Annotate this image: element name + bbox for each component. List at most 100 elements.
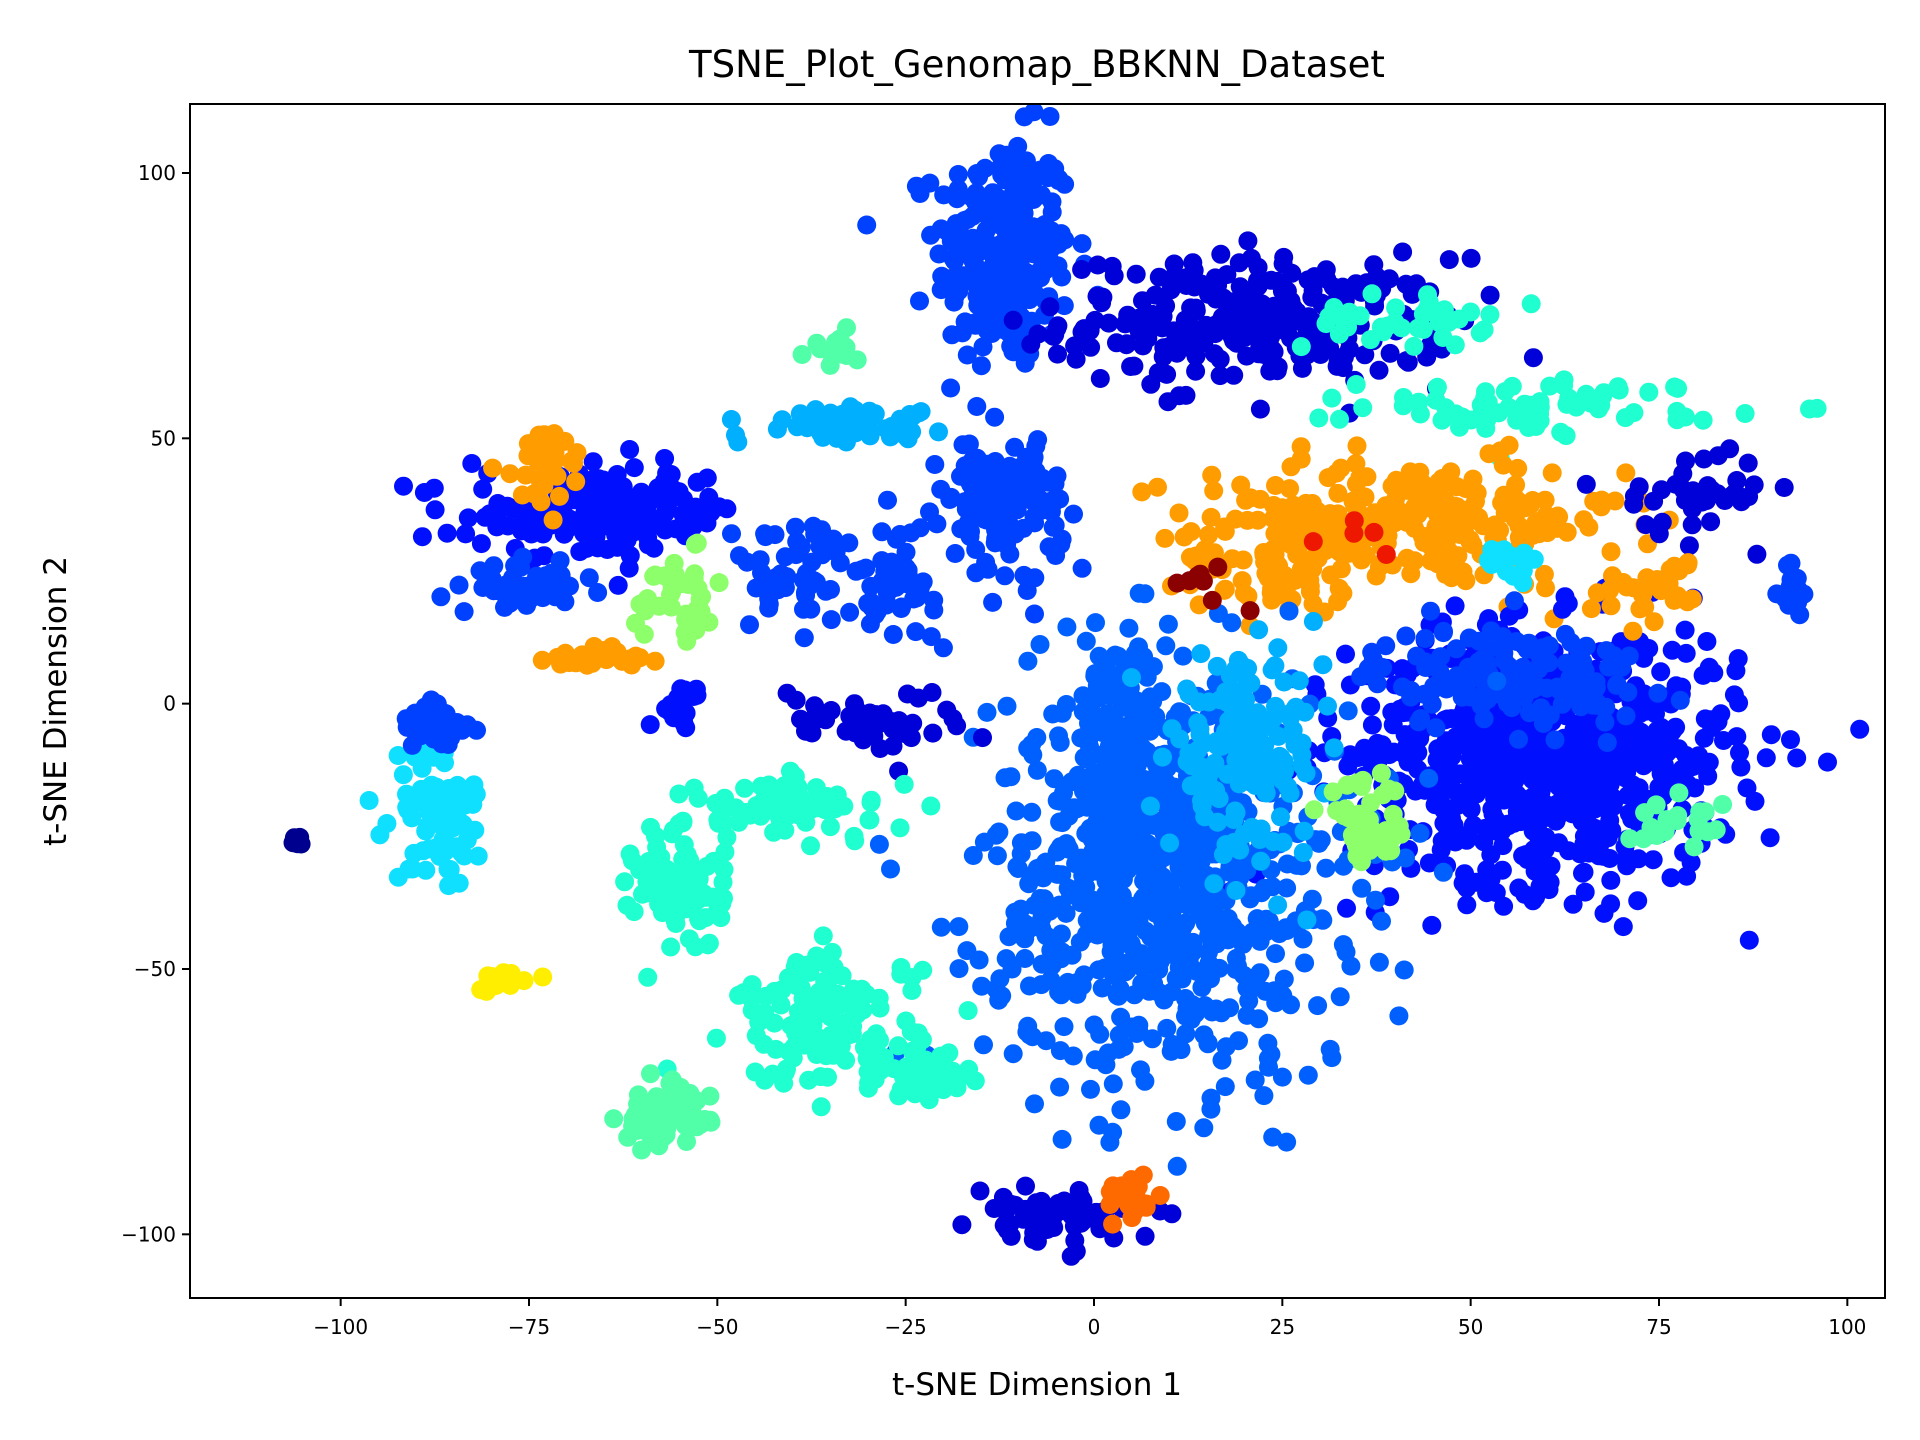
scatter-point — [1662, 722, 1682, 742]
scatter-point — [1421, 601, 1440, 621]
scatter-point — [1563, 894, 1583, 914]
scatter-point — [1134, 747, 1154, 767]
scatter-point — [1148, 477, 1167, 497]
scatter-point — [1469, 631, 1489, 651]
scatter-point — [821, 403, 840, 423]
scatter-point — [952, 1215, 972, 1235]
scatter-point — [923, 723, 943, 743]
scatter-point — [813, 926, 833, 946]
scatter-point — [666, 914, 686, 933]
scatter-point — [457, 715, 477, 735]
scatter-point — [1778, 591, 1798, 611]
scatter-point — [1586, 678, 1606, 698]
scatter-point — [1124, 940, 1144, 960]
scatter-point — [1280, 783, 1300, 803]
scatter-point — [1076, 631, 1096, 651]
scatter-point — [1101, 908, 1121, 928]
scatter-point — [1124, 985, 1144, 1005]
scatter-point — [1157, 1018, 1177, 1038]
scatter-point — [1129, 583, 1149, 603]
scatter-point — [1761, 725, 1781, 745]
scatter-point — [931, 479, 951, 499]
scatter-point — [1161, 280, 1181, 300]
scatter-point — [1787, 748, 1807, 768]
scatter-point — [1228, 310, 1248, 330]
scatter-point — [1194, 1118, 1214, 1138]
scatter-point — [802, 723, 822, 743]
scatter-point — [1150, 1186, 1170, 1205]
scatter-point — [833, 344, 853, 364]
scatter-point — [669, 482, 689, 502]
scatter-point — [1148, 884, 1168, 904]
scatter-point — [1046, 546, 1066, 565]
scatter-point — [1576, 384, 1596, 404]
scatter-point — [1413, 320, 1433, 339]
scatter-point — [827, 785, 847, 805]
scatter-point — [1204, 874, 1224, 894]
scatter-point — [513, 578, 533, 598]
scatter-point — [1530, 656, 1550, 676]
scatter-point — [1268, 638, 1288, 658]
scatter-point — [615, 872, 635, 892]
scatter-point — [1210, 366, 1230, 386]
x-axis-label: t-SNE Dimension 1 — [892, 1367, 1182, 1403]
scatter-point — [431, 587, 451, 607]
scatter-point — [890, 818, 910, 838]
scatter-point — [1428, 554, 1448, 574]
scatter-point — [1521, 294, 1541, 314]
scatter-point — [1250, 963, 1270, 983]
scatter-point — [1208, 812, 1228, 832]
scatter-point — [1706, 820, 1726, 840]
scatter-point — [1737, 778, 1757, 798]
scatter-point — [638, 967, 658, 987]
scatter-point — [464, 775, 484, 795]
scatter-point — [1589, 846, 1609, 866]
scatter-point — [1250, 489, 1270, 509]
scatter-point — [1164, 254, 1184, 274]
scatter-point — [1735, 404, 1755, 423]
scatter-point — [908, 688, 928, 708]
scatter-point — [890, 525, 910, 544]
scatter-point — [1446, 548, 1466, 568]
scatter-point — [1634, 648, 1654, 668]
scatter-point — [1373, 785, 1393, 805]
scatter-point — [1282, 263, 1302, 283]
scatter-point — [806, 1041, 826, 1061]
scatter-point — [1452, 677, 1472, 697]
scatter-point — [1597, 765, 1617, 784]
scatter-point — [550, 551, 570, 571]
scatter-point — [902, 422, 922, 442]
scatter-point — [1032, 217, 1052, 236]
scatter-point — [1364, 522, 1384, 542]
scatter-point — [399, 859, 419, 879]
scatter-point — [1474, 320, 1494, 340]
scatter-point — [1143, 657, 1163, 677]
scatter-point — [750, 550, 770, 570]
scatter-point — [912, 1030, 932, 1050]
scatter-point — [679, 929, 699, 949]
scatter-point — [419, 839, 439, 859]
scatter-point — [1613, 917, 1633, 937]
scatter-point — [1222, 613, 1242, 633]
scatter-point — [1372, 911, 1391, 931]
scatter-point — [1128, 1177, 1148, 1197]
scatter-point — [1396, 626, 1416, 646]
scatter-point — [1292, 756, 1312, 775]
scatter-point — [1109, 1025, 1129, 1045]
scatter-point — [1043, 517, 1063, 537]
scatter-point — [1376, 545, 1396, 564]
scatter-point — [1063, 1046, 1083, 1066]
scatter-point — [1614, 755, 1633, 775]
scatter-point — [1062, 772, 1082, 792]
scatter-point — [858, 1078, 878, 1098]
scatter-point — [883, 719, 903, 739]
scatter-point — [1316, 858, 1336, 878]
scatter-point — [1452, 407, 1472, 427]
scatter-point — [655, 519, 675, 539]
scatter-point — [1469, 511, 1489, 531]
scatter-point — [1236, 296, 1256, 316]
scatter-point — [828, 1030, 848, 1050]
scatter-point — [1337, 775, 1357, 795]
scatter-point — [1616, 463, 1636, 483]
scatter-point — [1431, 647, 1451, 667]
